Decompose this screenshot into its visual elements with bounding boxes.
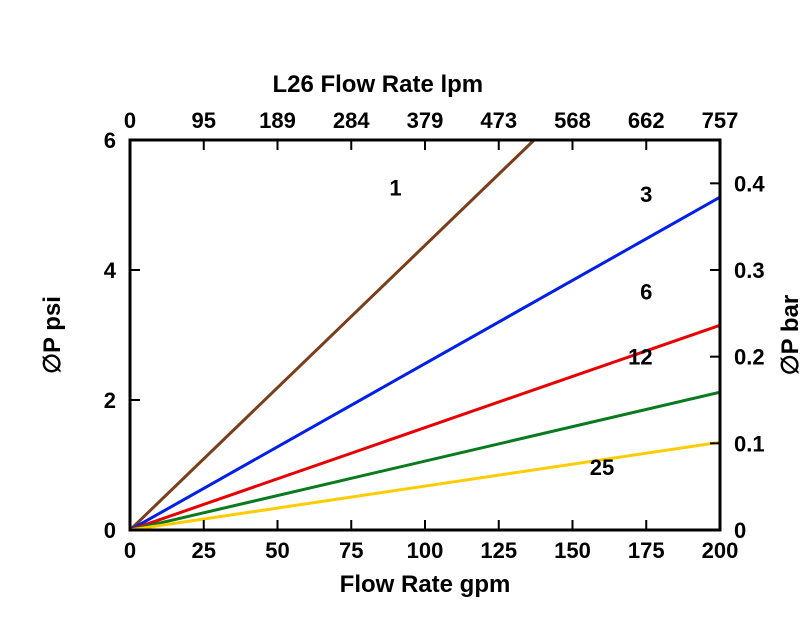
- y-left-tick: 4: [104, 258, 117, 283]
- series-label-12: 12: [628, 344, 652, 369]
- series-label-3: 3: [640, 182, 652, 207]
- x-bottom-tick: 75: [339, 538, 363, 563]
- x-bottom-tick: 150: [554, 538, 591, 563]
- chart-svg: 13612250255075100125150175200Flow Rate g…: [0, 0, 808, 636]
- y-left-title: ∅P psi: [39, 296, 66, 374]
- x-bottom-tick: 0: [124, 538, 136, 563]
- y-right-title: ∅P bar: [777, 295, 804, 376]
- x-bottom-title: Flow Rate gpm: [340, 571, 511, 598]
- x-top-tick: 95: [192, 108, 216, 133]
- x-bottom-tick: 125: [480, 538, 517, 563]
- y-right-tick: 0.3: [734, 258, 765, 283]
- series-label-6: 6: [640, 279, 652, 304]
- x-top-tick: 189: [259, 108, 296, 133]
- chart-title: L26 Flow Rate lpm: [272, 71, 483, 98]
- series-label-25: 25: [590, 455, 614, 480]
- y-right-tick: 0.2: [734, 345, 765, 370]
- x-bottom-tick: 100: [407, 538, 444, 563]
- x-bottom-tick: 200: [702, 538, 739, 563]
- y-left-tick: 2: [104, 388, 116, 413]
- y-right-tick: 0: [734, 518, 746, 543]
- x-top-tick: 662: [628, 108, 665, 133]
- x-top-tick: 473: [480, 108, 517, 133]
- chart-container: 13612250255075100125150175200Flow Rate g…: [0, 0, 808, 636]
- y-left-tick: 0: [104, 518, 116, 543]
- x-top-tick: 568: [554, 108, 591, 133]
- x-top-tick: 379: [407, 108, 444, 133]
- x-bottom-tick: 175: [628, 538, 665, 563]
- x-top-tick: 0: [124, 108, 136, 133]
- y-right-tick: 0.1: [734, 431, 765, 456]
- x-top-tick: 284: [333, 108, 370, 133]
- x-bottom-tick: 25: [192, 538, 216, 563]
- x-bottom-tick: 50: [265, 538, 289, 563]
- y-left-tick: 6: [104, 128, 116, 153]
- y-right-tick: 0.4: [734, 171, 765, 196]
- x-top-tick: 757: [702, 108, 739, 133]
- series-label-1: 1: [389, 175, 401, 200]
